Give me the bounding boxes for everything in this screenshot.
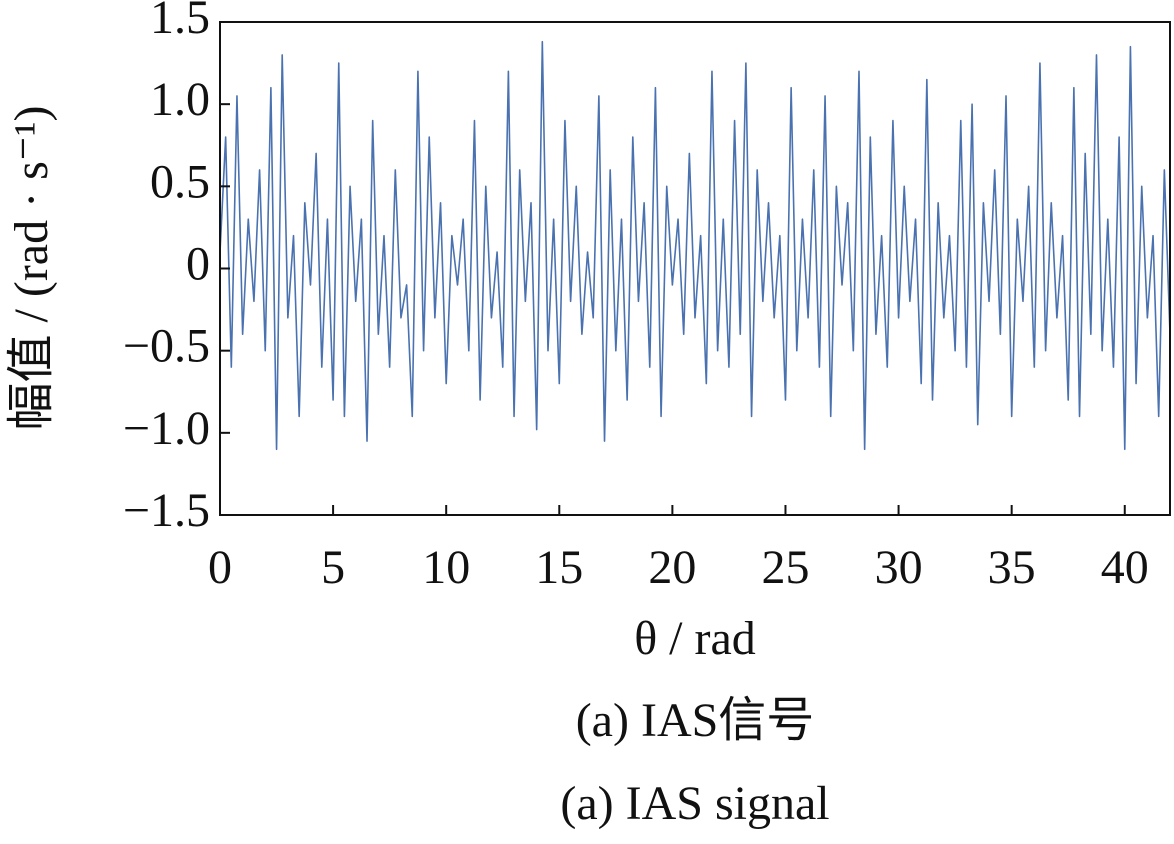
y-tick-label: 0.5 [150, 155, 210, 208]
caption: (a) IAS信号 [576, 694, 815, 747]
x-tick-label: 35 [988, 541, 1036, 594]
x-tick-label: 5 [321, 541, 345, 594]
x-tick-label: 20 [648, 541, 696, 594]
y-tick-label: −0.5 [123, 320, 210, 373]
signal-line [219, 40, 1171, 451]
y-tick-label: 0 [186, 238, 210, 291]
y-axis-label: 幅值 / (rad · s⁻¹) [5, 106, 58, 431]
y-tick-label: −1.5 [123, 484, 210, 537]
x-tick-label: 25 [761, 541, 809, 594]
y-tick-label: 1.0 [150, 73, 210, 126]
x-tick-label: 10 [422, 541, 470, 594]
x-axis-label: θ / rad [634, 612, 756, 665]
y-tick-label: −1.0 [123, 402, 210, 455]
x-tick-label: 15 [535, 541, 583, 594]
caption: (a) IAS signal [560, 777, 829, 830]
x-tick-label: 0 [208, 541, 232, 594]
x-tick-label: 30 [875, 541, 923, 594]
x-tick-label: 40 [1101, 541, 1149, 594]
y-tick-label: 1.5 [150, 0, 210, 44]
